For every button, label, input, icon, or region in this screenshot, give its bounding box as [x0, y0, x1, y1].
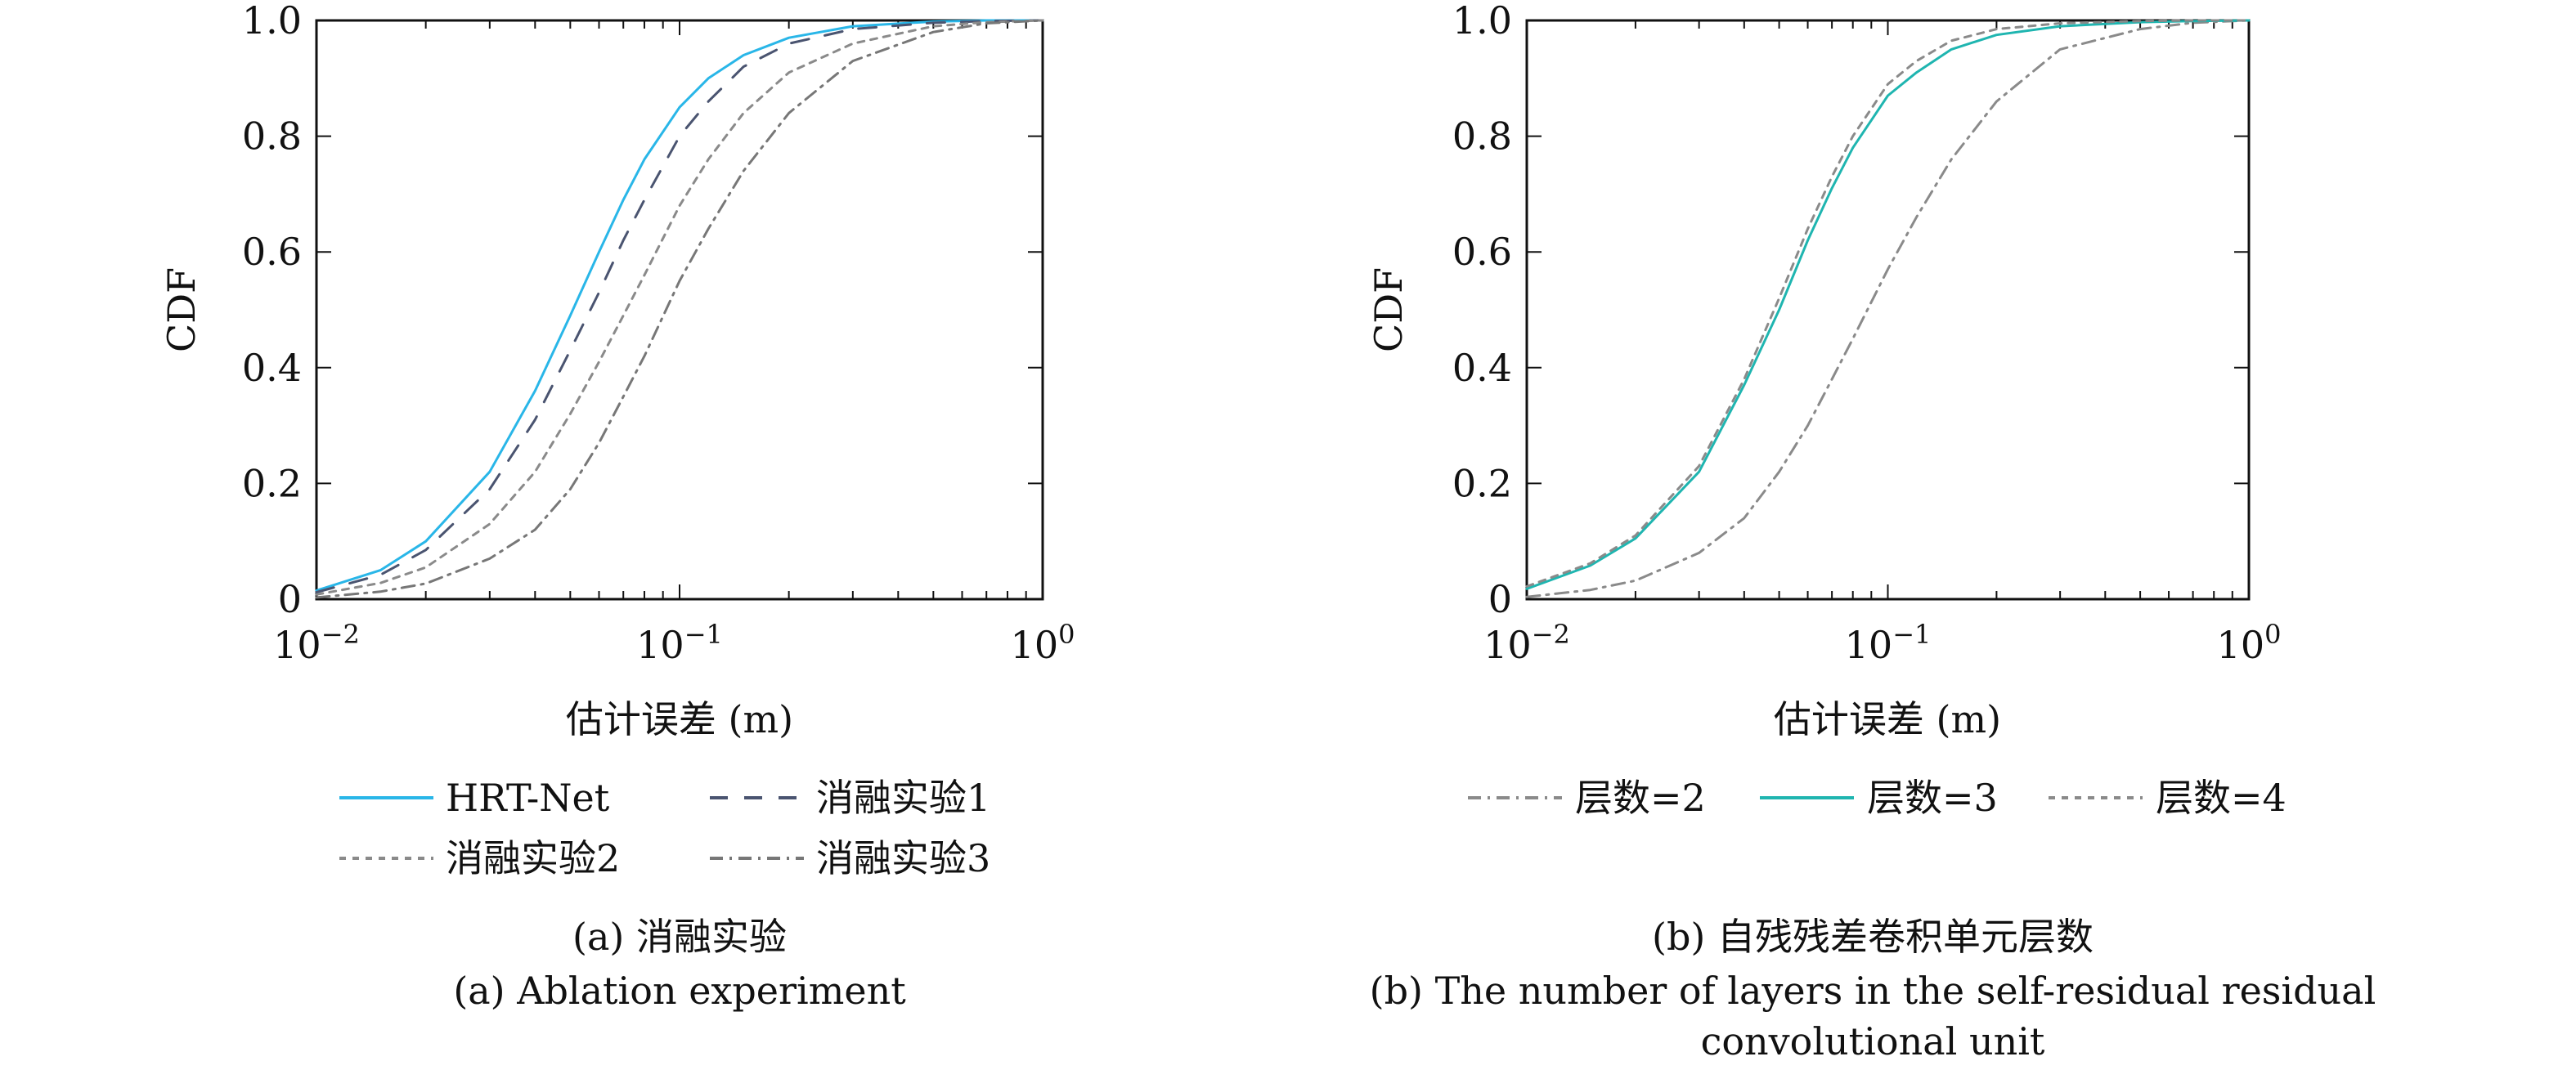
panel-b-x-tick-label: 10−1 [1845, 619, 1932, 667]
panel-b-y-tick-label: 0.4 [1452, 346, 1512, 390]
panel-a-x-axis-label: 估计误差 (m) [566, 697, 793, 741]
panel-b-caption-en-line-1: (b) The number of layers in the self-res… [1370, 969, 2376, 1013]
panel-a-legend: HRT-Net 消融实验1 消融实验2 消融实验3 [339, 776, 990, 880]
panel-a-x-tick-label: 10−2 [273, 619, 360, 667]
legend-a-label-ablation-3: 消融实验3 [816, 836, 990, 880]
panel-b-x-axis-label: 估计误差 (m) [1774, 697, 2001, 741]
panel-a-series-lines [315, 19, 1044, 599]
panel-b-y-tick-label: 0 [1488, 577, 1512, 621]
legend-a-label-ablation-1: 消融实验1 [816, 776, 990, 820]
panel-a-x-tick-label: 100 [1011, 619, 1075, 667]
panel-b-x-tick-label: 10−2 [1483, 619, 1570, 667]
panel-b-x-tick-label: 100 [2217, 619, 2282, 667]
legend-b-label-layers-2: 层数=2 [1575, 776, 1706, 820]
panel-a-caption-en: (a) Ablation experiment [453, 969, 906, 1013]
panel-a-x-tick-label: 10−1 [636, 619, 723, 667]
panel-b-series-line-3 [1525, 19, 2251, 588]
panel-a-y-tick-label: 0.2 [242, 461, 302, 505]
panel-b: 10−2 10−1 100 0 0.2 0.4 0.6 0.8 1.0 CDF 估计误差 (m)… [1367, 0, 2376, 1063]
panel-a-y-tick-label: 0.6 [242, 230, 302, 274]
panel-b-plot-frame [1525, 19, 2251, 601]
panel-a-caption-cn: (a) 消融实验 [572, 915, 787, 959]
panel-a-ticks: 10−2 10−1 100 0 0.2 0.4 0.6 0.8 1.0 [242, 0, 1075, 667]
panel-b-series-lines [1525, 19, 2251, 598]
panel-a-y-axis-label: CDF [159, 267, 204, 352]
panel-a-series-line-3 [315, 19, 1044, 596]
panel-b-series-line-2 [1525, 19, 2251, 590]
panel-a-y-tick-label: 0.8 [242, 114, 302, 159]
panel-b-y-axis-label: CDF [1367, 267, 1411, 352]
panel-b-caption-cn: (b) 自残残差卷积单元层数 [1652, 915, 2094, 959]
panel-a-series-line-4 [315, 19, 1044, 599]
panel-b-legend: 层数=2 层数=3 层数=4 [1468, 776, 2287, 820]
panel-a-y-tick-label: 1.0 [242, 0, 302, 43]
panel-a: 10−2 10−1 100 0 0.2 0.4 0.6 0.8 1.0 CDF 估计误差 (m)… [159, 0, 1075, 1013]
panel-b-y-tick-label: 0.6 [1452, 230, 1512, 274]
legend-a-label-ablation-2: 消融实验2 [446, 836, 620, 880]
panel-a-series-line-1 [315, 19, 1044, 592]
panel-b-series-line-1 [1525, 19, 2251, 598]
panel-a-y-tick-label: 0.4 [242, 346, 302, 390]
panel-b-y-tick-label: 0.8 [1452, 114, 1512, 159]
panel-a-series-line-2 [315, 19, 1044, 593]
legend-b-label-layers-4: 层数=4 [2156, 776, 2287, 820]
legend-a-label-hrt-net: HRT-Net [446, 776, 610, 820]
panel-b-caption-en-line-2: convolutional unit [1701, 1019, 2045, 1063]
panel-b-y-tick-label: 0.2 [1452, 461, 1512, 505]
panel-b-y-tick-label: 1.0 [1452, 0, 1512, 43]
panel-a-y-tick-label: 0 [278, 577, 302, 621]
legend-b-label-layers-3: 层数=3 [1867, 776, 1998, 820]
panel-b-ticks: 10−2 10−1 100 0 0.2 0.4 0.6 0.8 1.0 [1452, 0, 2282, 667]
